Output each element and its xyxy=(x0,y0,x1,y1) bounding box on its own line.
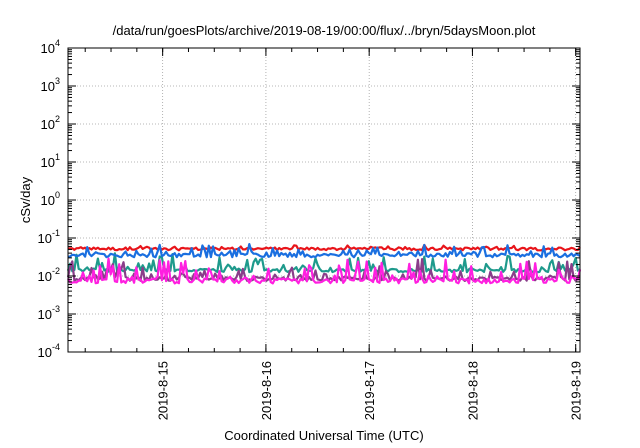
x-axis: 2019-8-15 2019-8-16 2019-8-17 2019-8-18 2019… xyxy=(84,48,584,420)
series-line-1 xyxy=(67,243,581,252)
x-tick-label: 2019-8-16 xyxy=(259,361,274,420)
series-line-3 xyxy=(67,243,581,259)
series-line-2 xyxy=(66,252,581,274)
y-tick-label: 10-3 xyxy=(38,304,60,322)
series-line-5 xyxy=(67,257,582,285)
grid xyxy=(68,48,580,352)
y-axis: 10-4 10-3 10-2 10-1 100 101 102 103 104 xyxy=(38,38,580,360)
chart-title: /data/run/goesPlots/archive/2019-08-19/0… xyxy=(113,23,536,38)
x-tick-label: 2019-8-19 xyxy=(569,361,584,420)
y-tick-label: 10-1 xyxy=(38,228,60,246)
x-tick-label: 2019-8-15 xyxy=(156,361,171,420)
series-group xyxy=(66,243,582,285)
y-tick-label: 10-4 xyxy=(38,342,60,360)
y-tick-label: 100 xyxy=(41,190,60,208)
x-tick-label: 2019-8-17 xyxy=(362,361,377,420)
y-tick-label: 104 xyxy=(41,38,60,56)
y-tick-label: 10-2 xyxy=(38,266,60,284)
x-tick-label: 2019-8-18 xyxy=(465,361,480,420)
x-axis-label: Coordinated Universal Time (UTC) xyxy=(224,428,423,443)
y-tick-label: 103 xyxy=(41,76,60,94)
y-axis-label: cSv/day xyxy=(18,176,33,223)
y-tick-label: 102 xyxy=(41,114,60,132)
y-tick-label: 101 xyxy=(41,152,60,170)
